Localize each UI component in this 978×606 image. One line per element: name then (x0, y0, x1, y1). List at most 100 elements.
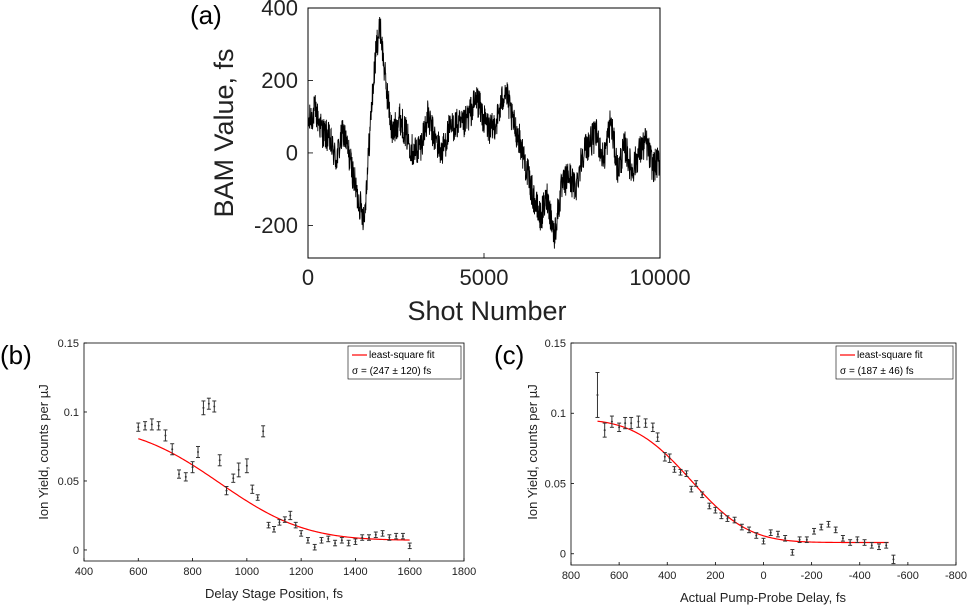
data-point (282, 516, 287, 523)
panel-label: (a) (190, 0, 222, 30)
x-tick-label: 5000 (460, 265, 509, 290)
data-point (848, 539, 853, 546)
data-point (684, 470, 689, 477)
x-axis-label: Actual Pump-Probe Delay, fs (680, 590, 846, 605)
data-point (877, 543, 881, 551)
x-tick-label: 10000 (629, 265, 690, 290)
data-point (884, 542, 889, 549)
data-point (312, 543, 317, 551)
x-tick-label: 400 (658, 570, 676, 582)
data-point (602, 422, 607, 438)
data-point (617, 422, 622, 433)
x-tick-label: 800 (562, 570, 580, 582)
data-point (277, 519, 282, 526)
legend-entry: least-square fit (857, 350, 923, 361)
y-axis-ticks: -200 0 200 400 (254, 0, 313, 238)
x-tick-label: 200 (706, 570, 724, 582)
data-point (783, 534, 788, 542)
data-points (595, 372, 896, 565)
legend-sigma: σ = (187 ± 46) fs (840, 366, 914, 377)
data-point (196, 445, 200, 459)
x-tick-label: 1400 (343, 566, 367, 578)
data-point (163, 429, 168, 442)
x-axis-label: Shot Number (407, 296, 566, 326)
data-point (725, 515, 730, 522)
bam-trace-line (307, 17, 661, 249)
data-point (183, 472, 188, 482)
data-point (667, 453, 672, 463)
data-point (288, 510, 293, 521)
data-point (768, 529, 773, 536)
data-point (707, 502, 712, 510)
x-axis-label: Delay Stage Position, fs (205, 586, 344, 601)
data-point (713, 506, 718, 514)
data-point (136, 422, 141, 432)
data-point (891, 554, 896, 565)
data-point (177, 469, 181, 479)
data-point (360, 534, 365, 541)
data-point (231, 473, 236, 483)
y-tick-label: 0.05 (58, 476, 79, 488)
data-point (672, 466, 677, 473)
legend-box (835, 345, 954, 380)
x-tick-label: 600 (129, 566, 147, 578)
data-point (650, 422, 655, 433)
data-point (840, 534, 845, 542)
data-point (678, 468, 683, 476)
data-point (790, 549, 795, 556)
data-point (224, 485, 229, 496)
panel-c-ion-yield-vs-delay: 800 600 400 200 0 -200 -400 -600 -800 0 0.05 0.1 0.… (494, 338, 967, 605)
x-tick-label: 1200 (289, 566, 313, 578)
data-point (400, 532, 405, 540)
legend-entry: least-square fit (369, 350, 435, 361)
data-point (339, 537, 344, 544)
data-point (255, 494, 260, 501)
legend-box (347, 345, 462, 380)
data-points (136, 397, 412, 551)
x-axis-ticks: 400 600 800 1000 1200 1400 1600 1800 (75, 558, 476, 578)
panel-a-bam-trace: 0 5000 10000 -200 0 200 400 (a) Shot Number B… (190, 0, 691, 326)
data-point (623, 416, 628, 430)
data-point (190, 461, 195, 474)
data-point (201, 400, 206, 416)
data-point (826, 520, 831, 528)
y-axis-label: Ion Yield, counts per µJ (36, 384, 51, 519)
data-point (261, 425, 266, 438)
plot-area-frame (307, 7, 661, 259)
data-point (293, 521, 298, 529)
legend-sigma: σ = (247 ± 120) fs (352, 366, 431, 377)
legend: least-square fit σ = (187 ± 46) fs (835, 345, 954, 380)
panel-label: (c) (494, 340, 524, 370)
data-point (812, 527, 817, 535)
data-point (367, 534, 371, 541)
y-tick-label: 0 (286, 141, 298, 166)
x-axis-ticks: 800 600 400 200 0 -200 -400 -600 -800 (562, 562, 967, 582)
x-tick-label: -600 (897, 570, 919, 582)
data-point (804, 536, 809, 544)
data-point (739, 523, 744, 531)
data-point (250, 484, 255, 494)
y-tick-label: 0 (560, 549, 566, 561)
data-point (747, 526, 752, 534)
y-axis-ticks: 0 0.05 0.1 0.15 (545, 338, 574, 561)
y-tick-label: 200 (261, 68, 298, 93)
data-point (206, 397, 211, 410)
x-tick-label: -200 (801, 570, 823, 582)
x-tick-label: 0 (760, 570, 766, 582)
data-point (700, 491, 705, 499)
data-point (761, 537, 766, 545)
fit-curve (597, 420, 889, 544)
data-point (333, 539, 338, 547)
data-point (373, 531, 378, 539)
data-point (775, 530, 780, 538)
x-tick-label: 0 (302, 265, 314, 290)
data-point (149, 418, 154, 431)
data-point (236, 462, 241, 478)
data-point (305, 537, 310, 544)
data-point (732, 516, 737, 524)
plot-area-frame (570, 342, 957, 566)
data-point (643, 418, 648, 428)
x-tick-label: 1800 (452, 566, 476, 578)
data-point (266, 521, 271, 529)
